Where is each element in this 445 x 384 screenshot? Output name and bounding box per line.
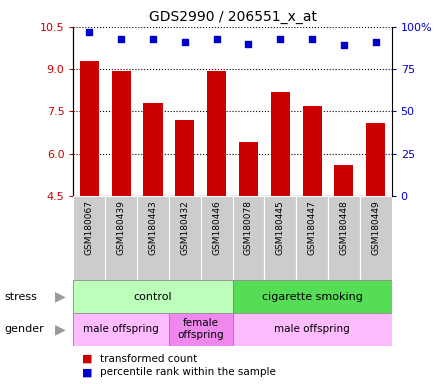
- Point: [372, 39, 379, 45]
- Text: control: control: [134, 291, 172, 302]
- Text: cigarette smoking: cigarette smoking: [262, 291, 363, 302]
- Text: GSM180439: GSM180439: [117, 200, 125, 255]
- Bar: [175, 120, 194, 196]
- Text: male offspring: male offspring: [83, 324, 159, 334]
- Bar: [207, 71, 226, 196]
- Text: ▶: ▶: [55, 290, 65, 304]
- Title: GDS2990 / 206551_x_at: GDS2990 / 206551_x_at: [149, 10, 316, 25]
- Bar: [169, 313, 233, 346]
- Bar: [239, 142, 258, 196]
- Bar: [366, 122, 385, 196]
- Bar: [296, 196, 328, 280]
- Point: [213, 36, 220, 42]
- Bar: [303, 106, 322, 196]
- Bar: [137, 196, 169, 280]
- Bar: [112, 71, 131, 196]
- Point: [340, 42, 348, 48]
- Text: female
offspring: female offspring: [178, 318, 224, 340]
- Bar: [233, 280, 392, 313]
- Bar: [105, 196, 137, 280]
- Bar: [334, 165, 353, 196]
- Bar: [169, 196, 201, 280]
- Bar: [233, 196, 264, 280]
- Text: GSM180445: GSM180445: [276, 200, 285, 255]
- Text: ■: ■: [82, 354, 93, 364]
- Point: [245, 41, 252, 47]
- Text: GSM180448: GSM180448: [340, 200, 348, 255]
- Text: male offspring: male offspring: [274, 324, 350, 334]
- Bar: [328, 196, 360, 280]
- Bar: [233, 313, 392, 346]
- Bar: [264, 196, 296, 280]
- Text: ▶: ▶: [55, 322, 65, 336]
- Bar: [80, 61, 99, 196]
- Bar: [201, 196, 233, 280]
- Point: [308, 36, 316, 42]
- Bar: [143, 103, 162, 196]
- Bar: [271, 92, 290, 196]
- Text: GSM180067: GSM180067: [85, 200, 94, 255]
- Point: [117, 36, 125, 42]
- Text: GSM180078: GSM180078: [244, 200, 253, 255]
- Bar: [73, 313, 169, 346]
- Text: ■: ■: [82, 367, 93, 377]
- Bar: [73, 280, 233, 313]
- Bar: [360, 196, 392, 280]
- Text: transformed count: transformed count: [100, 354, 198, 364]
- Text: GSM180447: GSM180447: [307, 200, 316, 255]
- Text: gender: gender: [4, 324, 44, 334]
- Point: [86, 29, 93, 35]
- Text: percentile rank within the sample: percentile rank within the sample: [100, 367, 276, 377]
- Text: GSM180449: GSM180449: [371, 200, 380, 255]
- Point: [277, 36, 284, 42]
- Point: [150, 36, 157, 42]
- Bar: [73, 196, 105, 280]
- Text: GSM180443: GSM180443: [149, 200, 158, 255]
- Text: GSM180446: GSM180446: [212, 200, 221, 255]
- Text: GSM180432: GSM180432: [180, 200, 189, 255]
- Point: [181, 39, 188, 45]
- Text: stress: stress: [4, 291, 37, 302]
